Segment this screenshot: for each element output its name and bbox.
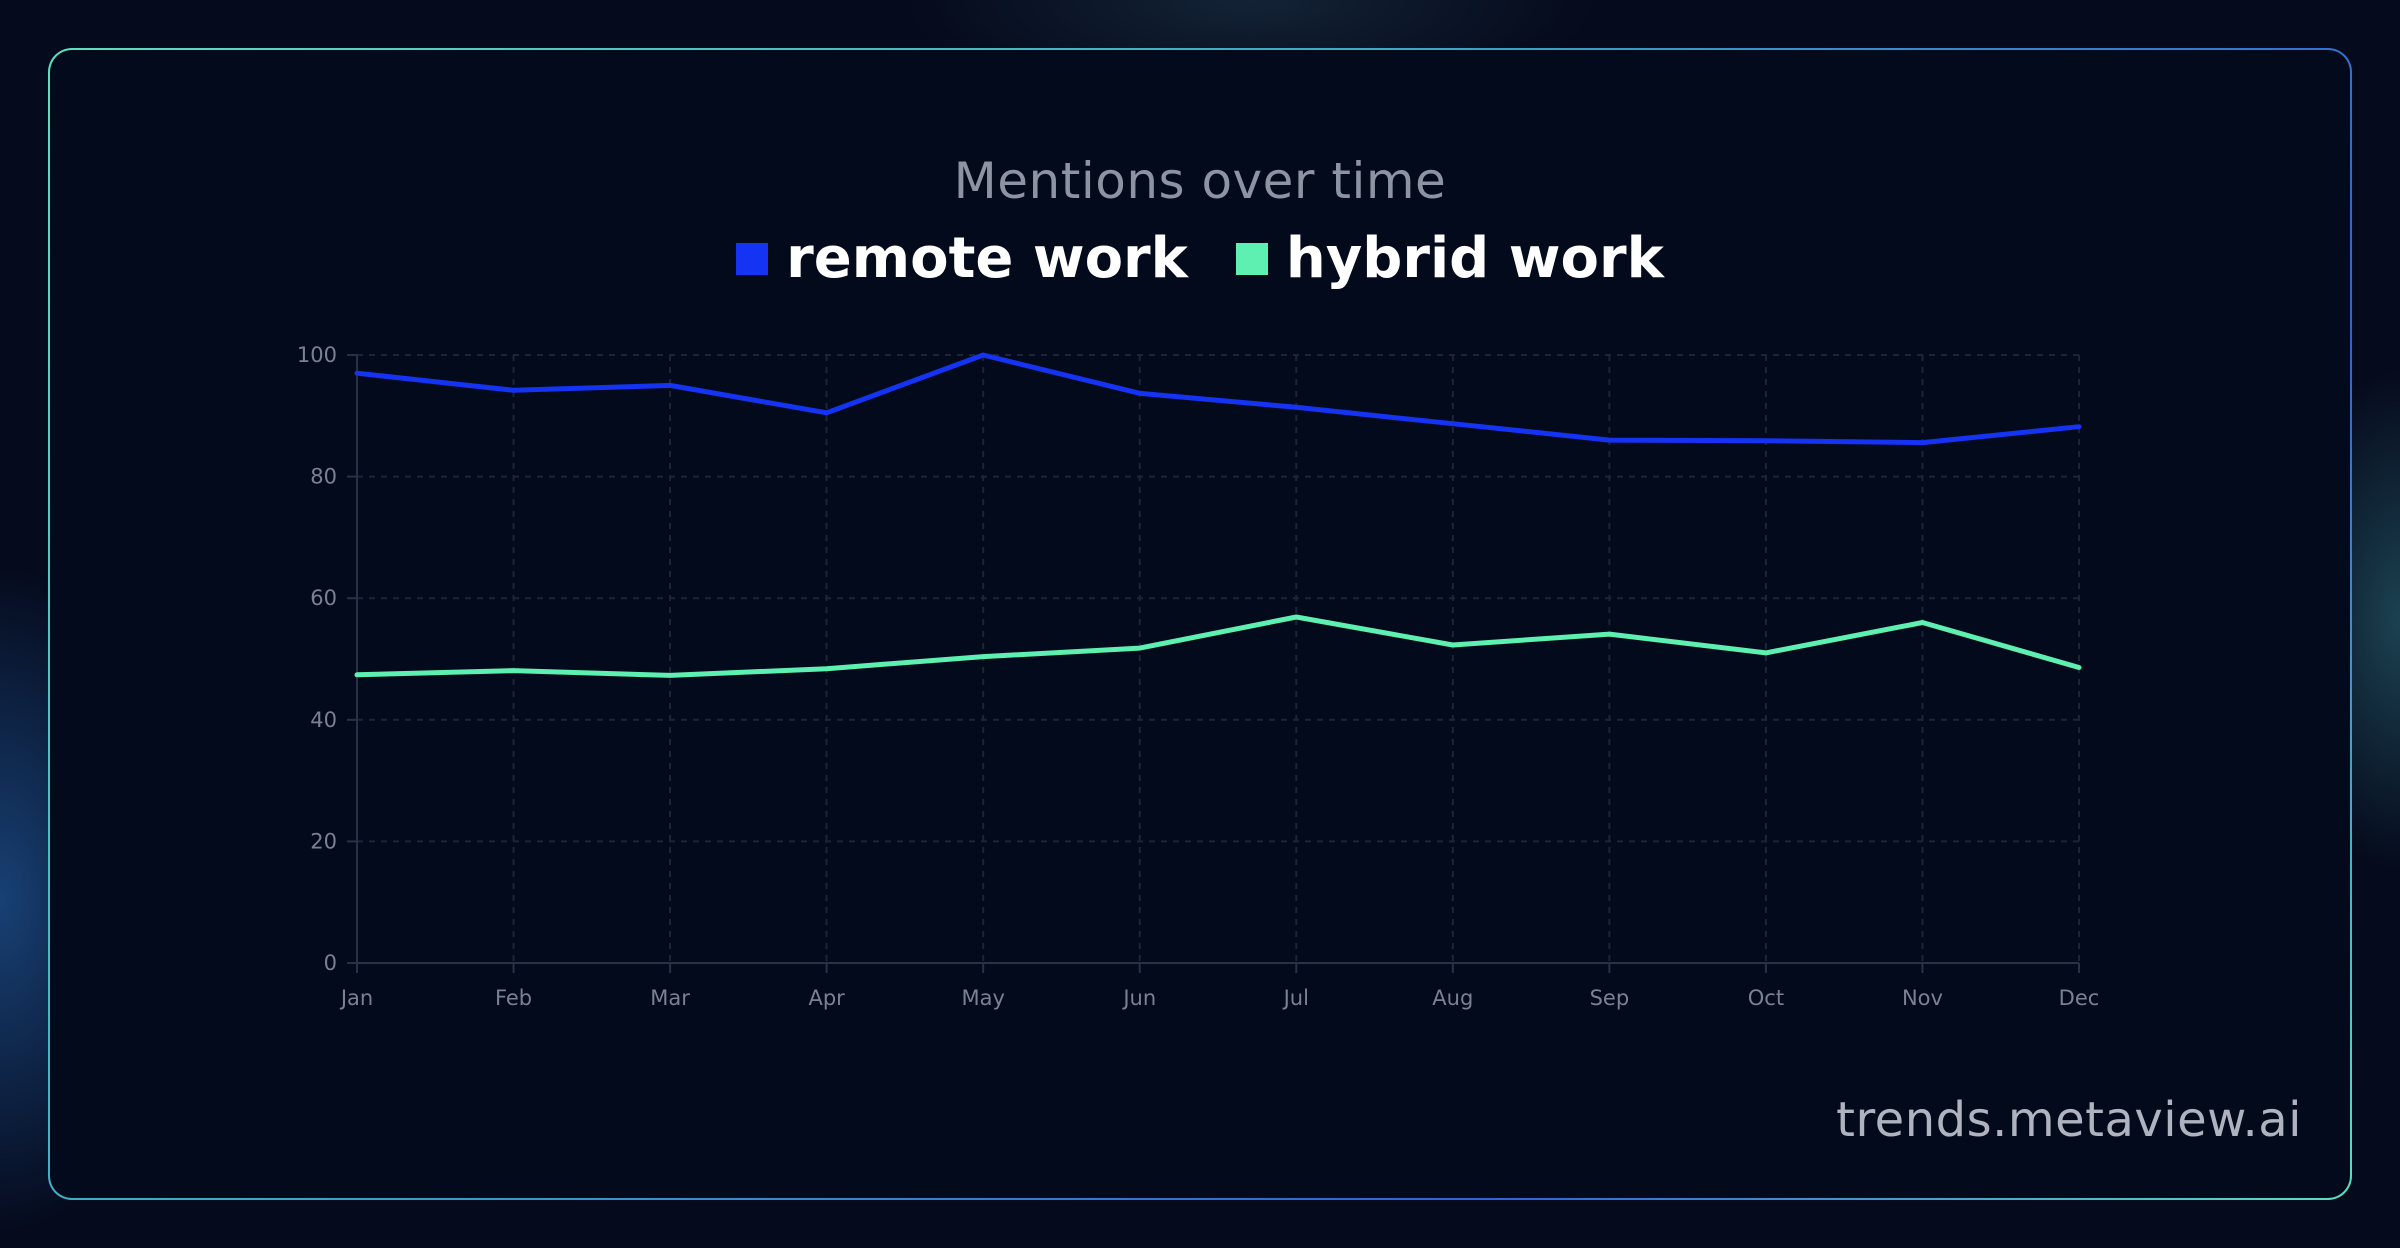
series-line-remote-work (354, 352, 2082, 446)
y-tick-label-80: 80 (310, 465, 337, 489)
legend-swatch-hybrid-work (1235, 242, 1268, 275)
site-watermark: trends.metaview.ai (1836, 1092, 2302, 1148)
series-line-hybrid-work (354, 614, 2082, 678)
legend-item-hybrid-work[interactable]: hybrid work (1235, 226, 1664, 291)
legend-label-remote-work: remote work (786, 226, 1188, 291)
x-tick-label-apr: Apr (808, 986, 845, 1010)
y-tick-label-20: 20 (310, 829, 337, 853)
x-tick-label-oct: Oct (1748, 986, 1784, 1010)
y-tick-label-100: 100 (297, 343, 337, 367)
y-tick-label-0: 0 (324, 951, 337, 975)
chart-card: Mentions over time remote work hybrid wo… (48, 48, 2352, 1200)
y-tick-label-60: 60 (310, 586, 337, 610)
x-tick-label-jun: Jun (1121, 986, 1156, 1010)
y-tick-label-40: 40 (310, 708, 337, 732)
chart-legend: remote work hybrid work (50, 226, 2350, 291)
x-tick-label-may: May (961, 986, 1004, 1010)
legend-swatch-remote-work (736, 242, 769, 275)
x-tick-label-aug: Aug (1432, 986, 1473, 1010)
x-tick-label-dec: Dec (2059, 986, 2100, 1010)
x-tick-label-feb: Feb (495, 986, 532, 1010)
x-tick-label-sep: Sep (1590, 986, 1630, 1010)
chart-title: Mentions over time (953, 152, 1447, 210)
x-tick-label-nov: Nov (1902, 986, 1943, 1010)
x-tick-label-jan: Jan (339, 986, 373, 1010)
legend-item-remote-work[interactable]: remote work (736, 226, 1188, 291)
x-tick-label-jul: Jul (1282, 986, 1309, 1010)
legend-label-hybrid-work: hybrid work (1285, 226, 1664, 291)
x-tick-label-mar: Mar (650, 986, 690, 1010)
chart-card-inner: Mentions over time remote work hybrid wo… (50, 50, 2350, 1198)
